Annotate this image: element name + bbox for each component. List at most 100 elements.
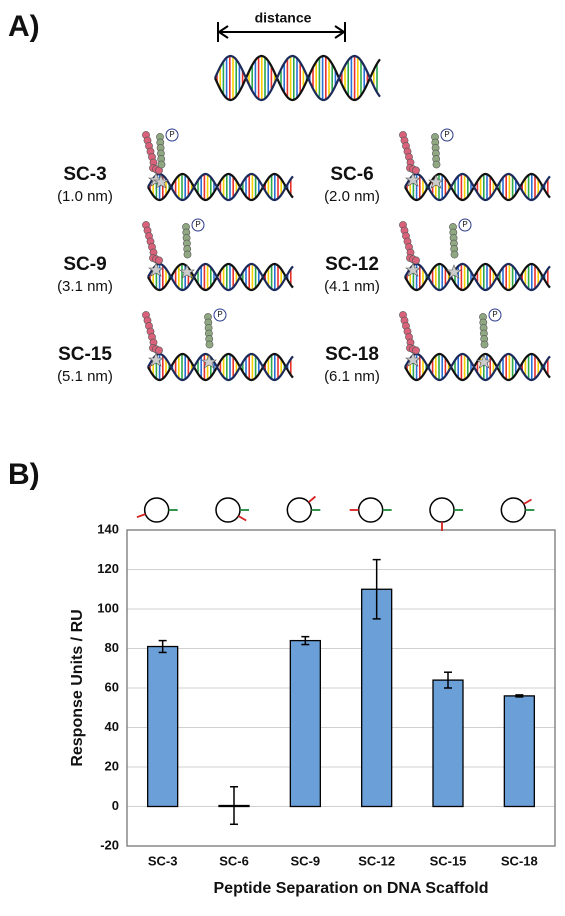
linker-star: [405, 352, 421, 367]
linker-star: [179, 264, 195, 279]
error-bar: [444, 671, 452, 689]
construct-separation: (2.0 nm): [324, 188, 380, 205]
red-stick: [523, 498, 532, 505]
dna-helix: [213, 54, 381, 102]
phospho-circle: [165, 128, 179, 142]
peptide-bead: [183, 250, 192, 259]
construct-name: SC-6: [330, 164, 373, 185]
peptide-bead: [432, 160, 441, 169]
bar: [503, 695, 535, 808]
strand: [404, 262, 551, 292]
y-axis-title: Response Units / RU: [69, 609, 86, 766]
y-tick-label: 100: [97, 600, 119, 615]
peptide-bead: [412, 346, 420, 355]
bar: [361, 588, 393, 808]
error-bar: [301, 635, 310, 646]
bar: [432, 679, 464, 808]
y-tick-label: 0: [112, 798, 119, 813]
strand: [404, 262, 551, 292]
linker-star: [201, 354, 217, 369]
construct-separation: (1.0 nm): [57, 188, 113, 205]
construct-name: SC-9: [63, 254, 106, 275]
orientation-icon: [357, 497, 384, 523]
orientation-icon: [500, 497, 527, 523]
construct-name: SC-12: [325, 254, 379, 275]
x-tick-label: SC-18: [501, 853, 538, 868]
dna-helix: [147, 262, 294, 292]
strand: [147, 172, 294, 202]
panel-label: A): [8, 10, 40, 43]
phospho-label: P: [444, 130, 449, 139]
red-stick: [237, 515, 247, 522]
construct-name: SC-15: [58, 344, 112, 365]
peptide-bead: [205, 340, 214, 349]
linker-star: [405, 172, 421, 187]
peptide-bead: [412, 166, 420, 175]
y-tick-label: 120: [97, 561, 119, 576]
error-bar: [372, 558, 381, 620]
strand: [404, 352, 551, 382]
phospho-label: P: [195, 220, 200, 229]
strand: [147, 262, 294, 292]
phospho-label: P: [169, 130, 174, 139]
linker-star: [476, 354, 492, 369]
x-tick-label: SC-6: [219, 853, 249, 868]
phospho-circle: [440, 128, 454, 142]
plot-frame: [126, 529, 556, 847]
dna-helix: [404, 262, 551, 292]
y-tick-label: -20: [100, 837, 119, 852]
y-tick-label: 40: [105, 719, 119, 734]
phospho-circle: [191, 218, 205, 232]
orientation-icon: [143, 497, 170, 523]
linker-star: [148, 352, 164, 367]
construct-separation: (3.1 nm): [57, 278, 113, 295]
construct-separation: (6.1 nm): [324, 368, 380, 385]
phospho-label: P: [217, 310, 222, 319]
linker-star: [148, 262, 164, 277]
panel-label: B): [8, 458, 40, 491]
construct-separation: (5.1 nm): [57, 368, 113, 385]
phospho-label: P: [462, 220, 467, 229]
dna-helix: [404, 172, 551, 202]
y-tick-label: 60: [105, 679, 119, 694]
strand: [147, 172, 294, 202]
linker-star: [405, 262, 421, 277]
x-axis-title: Peptide Separation on DNA Scaffold: [214, 880, 489, 897]
phospho-circle: [213, 308, 227, 322]
orientation-icon: [286, 497, 313, 523]
peptide-bead: [155, 256, 163, 265]
x-tick-label: SC-15: [430, 853, 467, 868]
dna-helix: [404, 352, 551, 382]
linker-star: [446, 264, 462, 279]
distance-label: distance: [255, 10, 312, 26]
distance-arrow: [217, 22, 346, 42]
construct-separation: (4.1 nm): [324, 278, 380, 295]
construct-name: SC-3: [63, 164, 106, 185]
peptide-bead: [480, 340, 489, 349]
strand: [404, 172, 551, 202]
peptide-bead: [157, 160, 166, 169]
phospho-circle: [488, 308, 502, 322]
phospho-circle: [458, 218, 472, 232]
construct-name: SC-18: [325, 344, 379, 365]
strand: [404, 172, 551, 202]
strand: [404, 352, 551, 382]
linker-star: [153, 174, 169, 189]
x-tick-label: SC-12: [358, 853, 395, 868]
strand: [213, 54, 381, 102]
strand: [147, 262, 294, 292]
peptide-bead: [450, 250, 459, 259]
error-bar: [230, 786, 238, 826]
y-tick-label: 20: [105, 758, 119, 773]
dna-helix: [147, 352, 294, 382]
error-bar: [158, 639, 167, 654]
bar: [289, 639, 321, 808]
x-tick-label: SC-3: [148, 853, 178, 868]
strand: [147, 352, 294, 382]
strand: [213, 54, 381, 102]
red-stick: [307, 495, 316, 503]
orientation-icon: [429, 497, 455, 523]
peptide-bead: [412, 256, 420, 265]
red-stick: [136, 513, 146, 519]
